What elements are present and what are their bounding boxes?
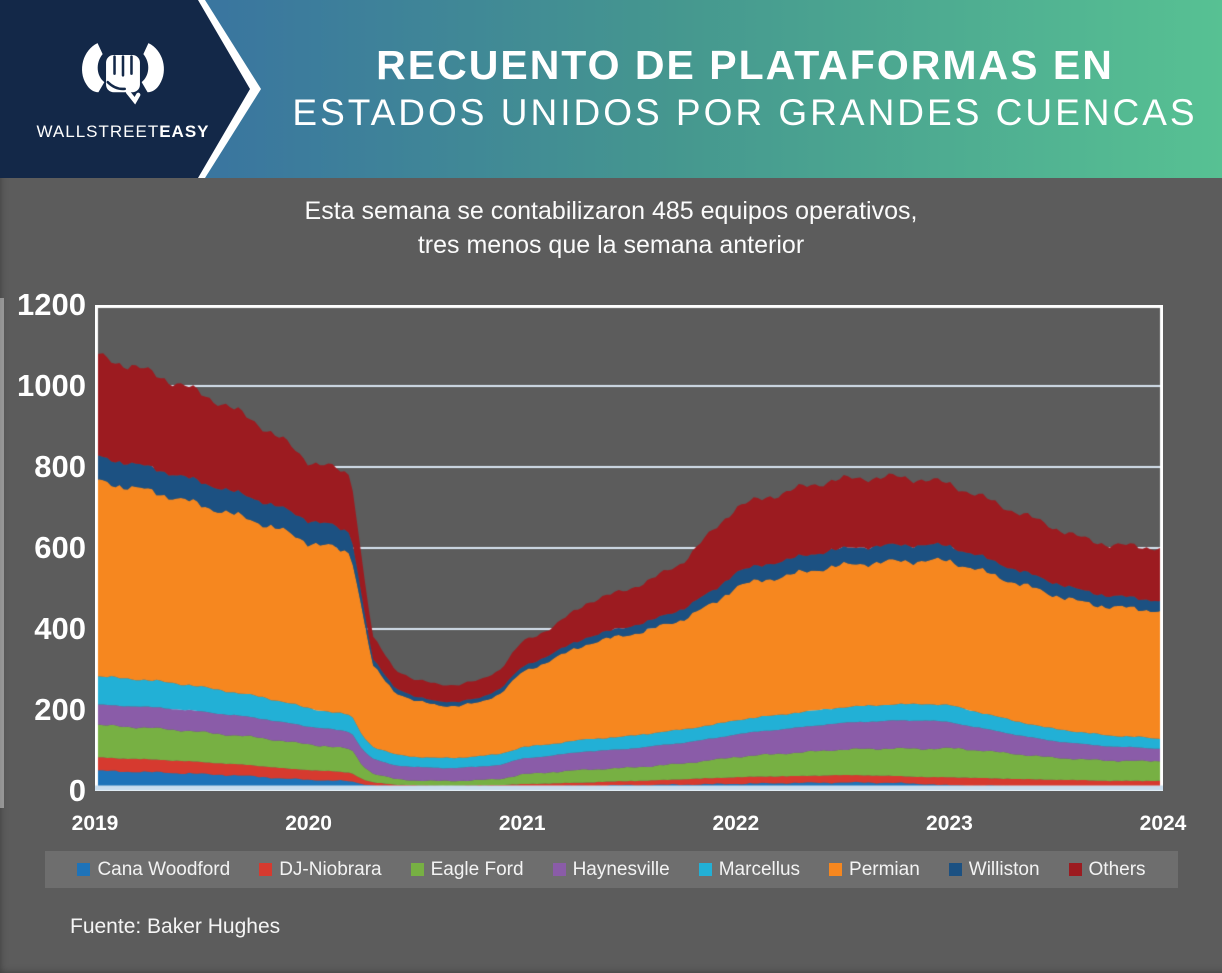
x-tick-label: 2024 xyxy=(1139,812,1187,835)
y-tick-label: 1200 xyxy=(17,287,86,322)
chart-subtitle: Esta semana se contabilizaron 485 equipo… xyxy=(0,194,1222,262)
page-title-line1: RECUENTO DE PLATAFORMAS EN xyxy=(376,42,1114,89)
left-edge-strip xyxy=(0,298,4,808)
x-tick-label: 2020 xyxy=(285,812,332,835)
source-note: Fuente: Baker Hughes xyxy=(70,915,281,938)
legend-swatch-icon xyxy=(698,863,712,876)
chart-legend: Cana Woodford DJ-Niobrara Eagle Ford Haynes… xyxy=(45,851,1178,888)
x-tick-label: 2023 xyxy=(926,812,973,835)
legend-label: Eagle Ford xyxy=(430,858,524,880)
rig-count-stacked-area-chart xyxy=(95,305,1163,791)
y-tick-label: 200 xyxy=(34,692,86,727)
legend-swatch-icon xyxy=(948,863,962,876)
legend-label: Others xyxy=(1088,858,1146,880)
y-tick-label: 800 xyxy=(34,449,86,484)
bull-fist-logo-icon xyxy=(82,43,164,105)
legend-item: DJ-Niobrara xyxy=(259,858,382,881)
brand-wordmark-bold: EASY xyxy=(159,122,210,141)
legend-item: Cana Woodford xyxy=(77,859,230,881)
y-tick-label: 1000 xyxy=(17,368,86,403)
header-banner: WALLSTREETEASY RECUENTO DE PLATAFORMAS E… xyxy=(0,0,1222,178)
legend-label: Cana Woodford xyxy=(97,858,231,880)
page-title-line2: ESTADOS UNIDOS POR GRANDES CUENCAS xyxy=(292,92,1198,134)
x-tick-label: 2022 xyxy=(712,812,760,835)
legend-label: Haynesville xyxy=(572,858,670,880)
x-tick-label: 2021 xyxy=(498,812,546,835)
brand-logo-block: WALLSTREETEASY xyxy=(18,30,228,150)
legend-item: Permian xyxy=(829,859,920,881)
legend-item: Eagle Ford xyxy=(410,858,524,881)
chart-subtitle-line1: Esta semana se contabilizaron 485 equipo… xyxy=(304,197,918,225)
legend-item: Marcellus xyxy=(698,858,801,881)
legend-swatch-icon xyxy=(77,863,91,876)
legend-item: Williston xyxy=(948,858,1040,881)
legend-label: Permian xyxy=(849,858,920,880)
legend-item: Haynesville xyxy=(552,858,670,881)
legend-label: Marcellus xyxy=(718,858,801,880)
legend-swatch-icon xyxy=(1068,863,1082,876)
y-tick-label: 0 xyxy=(68,773,86,808)
legend-swatch-icon xyxy=(259,863,273,876)
legend-label: Williston xyxy=(968,858,1040,880)
legend-swatch-icon xyxy=(829,863,843,876)
legend-swatch-icon xyxy=(552,863,566,876)
legend-item: Others xyxy=(1068,858,1146,881)
y-tick-label: 400 xyxy=(34,611,86,646)
x-tick-label: 2019 xyxy=(71,812,119,835)
legend-swatch-icon xyxy=(410,863,424,876)
brand-wordmark: WALLSTREETEASY xyxy=(36,122,209,142)
brand-wordmark-regular: WALLSTREET xyxy=(36,122,160,141)
y-tick-label: 600 xyxy=(34,530,86,565)
header-titles: RECUENTO DE PLATAFORMAS EN ESTADOS UNIDO… xyxy=(268,0,1222,178)
chart-subtitle-line2: tres menos que la semana anterior xyxy=(417,231,805,259)
legend-label: DJ-Niobrara xyxy=(279,858,382,880)
brand-panel: WALLSTREETEASY xyxy=(0,0,262,178)
